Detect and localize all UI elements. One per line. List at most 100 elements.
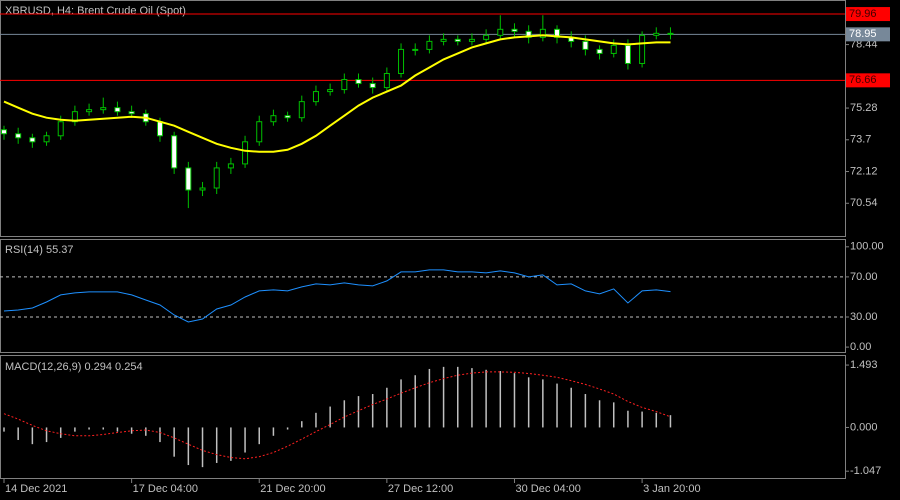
- y-tick-label: 70.00: [850, 271, 878, 283]
- histogram-bar: [258, 427, 260, 445]
- histogram-bar: [669, 415, 672, 428]
- histogram-bar: [400, 379, 402, 428]
- candle-body: [426, 40, 433, 50]
- candle-body: [284, 115, 291, 119]
- x-tick-label: 17 Dec 04:00: [133, 483, 198, 495]
- histogram-bar: [570, 387, 572, 428]
- candle-body: [341, 79, 348, 91]
- histogram-bar: [627, 410, 629, 428]
- y-tick-label: 70.54: [850, 197, 878, 209]
- histogram-bar: [230, 427, 232, 461]
- candle-body: [57, 121, 64, 137]
- macd-panel: [0, 355, 846, 479]
- y-tick-label: 0.000: [850, 421, 878, 433]
- moving-average: [3, 34, 671, 153]
- candle-body: [355, 79, 362, 85]
- candle-body: [511, 28, 518, 32]
- candle-body: [653, 32, 660, 36]
- candle-body: [624, 44, 631, 64]
- candle-body: [86, 109, 93, 113]
- histogram-bar: [145, 427, 147, 436]
- y-tick-label: 30.00: [850, 311, 878, 323]
- price-panel: [0, 0, 846, 237]
- histogram-bar: [655, 412, 658, 428]
- macd-title: MACD(12,26,9) 0.294 0.254: [5, 361, 143, 373]
- candle-body: [610, 44, 617, 54]
- rsi-panel: [0, 239, 846, 353]
- level-label-bg: [846, 73, 890, 88]
- histogram-bar: [187, 427, 190, 466]
- histogram-bar: [286, 427, 289, 430]
- histogram-bar: [244, 427, 246, 453]
- histogram-bar: [386, 387, 388, 428]
- candle-body: [114, 107, 121, 113]
- histogram-bar: [173, 427, 175, 457]
- histogram-bar: [428, 368, 431, 428]
- level-label-bg: [846, 27, 890, 42]
- candle-body: [312, 91, 319, 103]
- candle-body: [1, 129, 7, 135]
- rsi-title: RSI(14) 55.37: [5, 244, 73, 256]
- histogram-bar: [457, 366, 459, 428]
- candle-body: [100, 107, 107, 111]
- x-tick-label: 21 Dec 20:00: [260, 483, 325, 495]
- histogram-bar: [3, 427, 5, 432]
- histogram-bar: [542, 379, 544, 428]
- candle-body: [227, 163, 234, 169]
- x-tick-label: 3 Jan 20:00: [643, 483, 701, 495]
- histogram-bar: [598, 400, 601, 428]
- y-tick-label: -1.047: [850, 465, 881, 477]
- histogram-bar: [513, 373, 516, 428]
- histogram-bar: [301, 421, 303, 428]
- signal-line: [3, 371, 671, 460]
- histogram-bar: [45, 427, 48, 443]
- histogram-bar: [130, 427, 133, 434]
- candle-body: [369, 83, 376, 89]
- histogram-bar: [343, 400, 346, 428]
- histogram-bar: [329, 406, 331, 428]
- candle-body: [440, 38, 447, 42]
- level-label: 76.66: [849, 74, 877, 86]
- y-tick-label: 78.44: [850, 38, 878, 50]
- candle-body: [667, 32, 674, 35]
- histogram-bar: [442, 366, 445, 428]
- x-tick-label: 27 Dec 12:00: [388, 483, 453, 495]
- histogram-bar: [584, 394, 587, 428]
- y-tick-label: 73.7: [850, 134, 871, 146]
- histogram-bar: [315, 412, 317, 428]
- candle-body: [213, 167, 220, 189]
- histogram-bar: [272, 427, 275, 436]
- histogram-bar: [612, 402, 615, 428]
- candle-body: [128, 111, 135, 115]
- histogram-bar: [641, 411, 643, 428]
- y-tick-label: 100.00: [850, 241, 884, 253]
- candle-body: [327, 89, 334, 93]
- candle-body: [582, 40, 589, 50]
- histogram-bar: [499, 371, 502, 428]
- y-tick-label: 75.28: [850, 102, 878, 114]
- histogram-bar: [201, 427, 204, 468]
- candle-body: [43, 135, 50, 143]
- histogram-bar: [17, 427, 19, 440]
- candle-body: [199, 187, 206, 191]
- x-tick-label: 30 Dec 04:00: [515, 483, 580, 495]
- candle-body: [171, 135, 178, 169]
- histogram-bar: [371, 394, 374, 428]
- candle-body: [185, 167, 192, 191]
- histogram-bar: [88, 427, 90, 430]
- candle-body: [298, 101, 305, 119]
- histogram-bar: [159, 427, 161, 443]
- level-label-bg: [846, 7, 890, 22]
- y-tick-label: 0.00: [850, 341, 871, 353]
- histogram-bar: [357, 396, 360, 428]
- candle-body: [497, 28, 504, 36]
- histogram-bar: [414, 375, 416, 428]
- x-tick-label: 14 Dec 2021: [5, 483, 67, 495]
- candle-body: [454, 38, 461, 42]
- rsi-line: [3, 269, 671, 323]
- candle-body: [539, 28, 546, 38]
- candle-body: [156, 121, 163, 137]
